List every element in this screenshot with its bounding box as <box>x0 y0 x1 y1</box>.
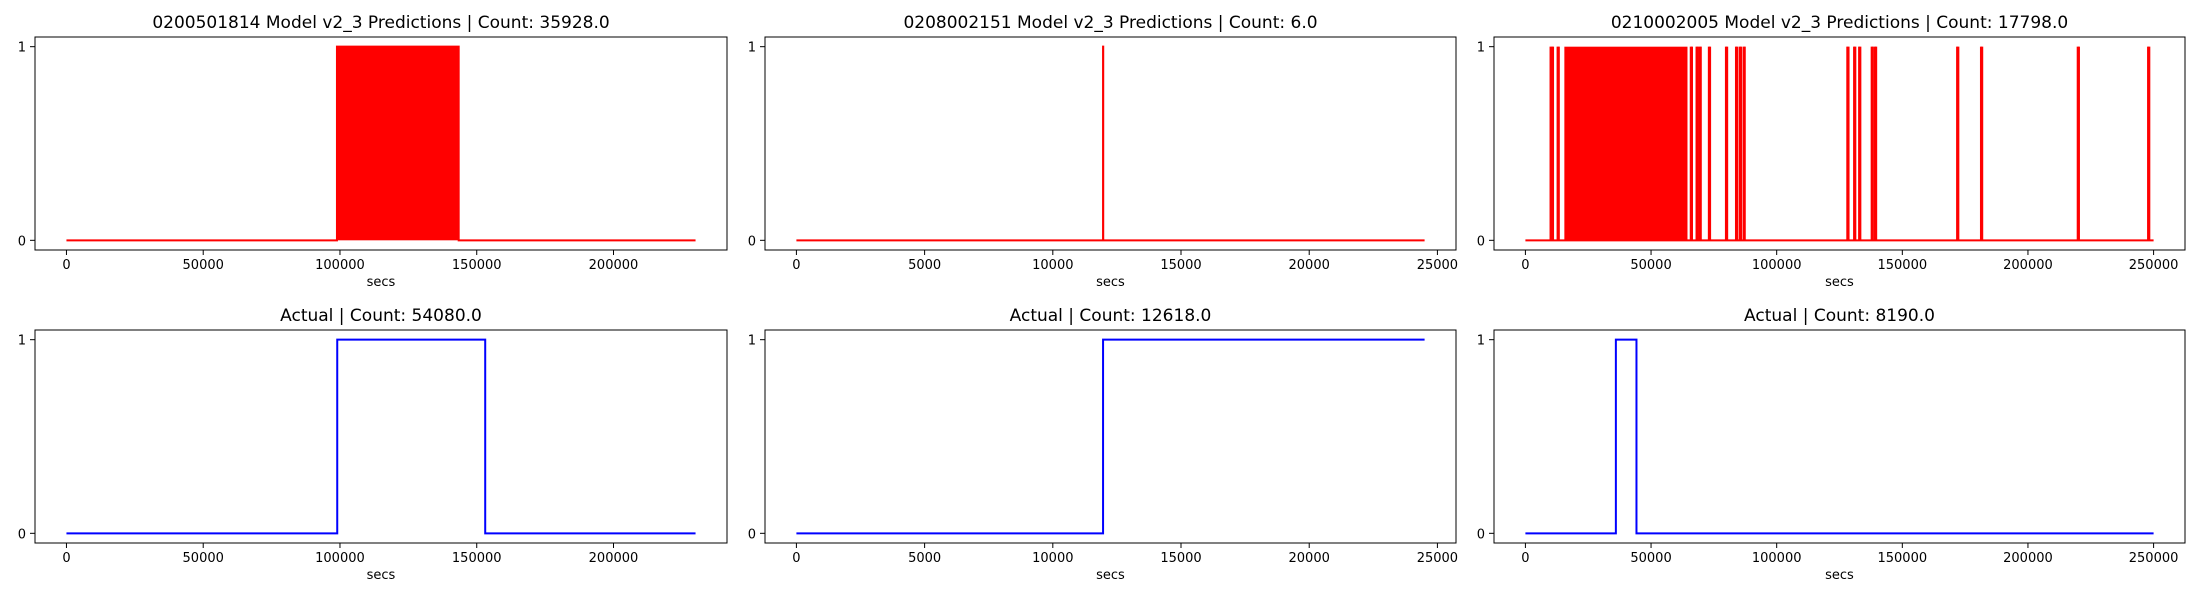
x-tick-label: 25000 <box>1417 551 1458 566</box>
x-tick-label: 100000 <box>1752 258 1802 273</box>
plot-frame <box>34 329 728 544</box>
x-tick-label: 5000 <box>908 258 941 273</box>
data-series <box>1525 338 2154 535</box>
prediction-block <box>1564 46 1688 241</box>
chart-title: Actual | Count: 12618.0 <box>1010 306 1212 326</box>
series-line <box>66 338 696 535</box>
data-series <box>796 45 1425 242</box>
chart-panel-5: Actual | Count: 12618.0 0 5000 10000 15000 20… <box>748 306 1458 583</box>
y-tick-label: 0 <box>748 527 756 542</box>
x-tick-label: 200000 <box>589 258 639 273</box>
x-tick-label: 50000 <box>1630 551 1671 566</box>
data-series <box>66 45 696 242</box>
x-tick-label: 50000 <box>183 551 224 566</box>
chart-panel-6: Actual | Count: 8190.0 0 50000 100000 150000… <box>1477 306 2186 583</box>
x-tick-label: 10000 <box>1032 258 1073 273</box>
chart-panel-4: Actual | Count: 54080.0 0 50000 100000 15000… <box>18 306 728 583</box>
x-tick-label: 20000 <box>1289 258 1330 273</box>
x-tick-label: 15000 <box>1160 551 1201 566</box>
x-tick-label: 15000 <box>1160 258 1201 273</box>
x-tick-label: 100000 <box>315 258 365 273</box>
series-line <box>796 338 1425 535</box>
y-tick-label: 0 <box>748 234 756 249</box>
series-line <box>1525 338 2154 535</box>
x-axis-label: secs <box>367 568 396 583</box>
series-line <box>796 45 1425 242</box>
x-tick-label: 0 <box>1521 551 1529 566</box>
x-tick-label: 20000 <box>1289 551 1330 566</box>
x-tick-label: 0 <box>62 551 70 566</box>
x-tick-label: 150000 <box>452 258 502 273</box>
x-tick-label: 50000 <box>1630 258 1671 273</box>
x-tick-label: 0 <box>792 258 800 273</box>
x-axis-label: secs <box>1825 568 1854 583</box>
chart-panel-2: 0208002151 Model v2_3 Predictions | Coun… <box>748 13 1458 290</box>
x-tick-label: 250000 <box>2129 258 2179 273</box>
y-tick-label: 1 <box>1477 334 1485 349</box>
chart-title: 0210002005 Model v2_3 Predictions | Coun… <box>1611 13 2068 33</box>
y-tick-label: 1 <box>748 41 756 56</box>
data-series <box>1525 46 2154 242</box>
x-tick-label: 0 <box>792 551 800 566</box>
series-line <box>66 45 696 242</box>
plot-frame <box>34 36 728 251</box>
x-tick-label: 150000 <box>1877 551 1927 566</box>
y-tick-label: 1 <box>748 334 756 349</box>
x-tick-label: 150000 <box>1877 258 1927 273</box>
y-tick-label: 0 <box>18 234 26 249</box>
y-tick-label: 0 <box>1477 234 1485 249</box>
chart-panel-3: 0210002005 Model v2_3 Predictions | Coun… <box>1477 13 2186 290</box>
y-tick-label: 1 <box>18 41 26 56</box>
plot-frame <box>764 329 1457 544</box>
data-series <box>66 338 696 535</box>
x-tick-label: 0 <box>62 258 70 273</box>
chart-title: Actual | Count: 54080.0 <box>280 306 482 326</box>
x-tick-label: 250000 <box>2129 551 2179 566</box>
data-series <box>796 338 1425 535</box>
x-tick-label: 0 <box>1521 258 1529 273</box>
chart-title: Actual | Count: 8190.0 <box>1744 306 1935 326</box>
x-tick-label: 100000 <box>1752 551 1802 566</box>
plot-frame <box>1493 36 2186 251</box>
prediction-block <box>336 46 459 241</box>
x-tick-label: 200000 <box>589 551 639 566</box>
x-axis-label: secs <box>1096 275 1125 290</box>
x-tick-label: 10000 <box>1032 551 1073 566</box>
x-tick-label: 25000 <box>1417 258 1458 273</box>
y-tick-label: 1 <box>1477 41 1485 56</box>
chart-title: 0200501814 Model v2_3 Predictions | Coun… <box>152 13 609 33</box>
plot-frame <box>764 36 1457 251</box>
y-tick-label: 0 <box>18 527 26 542</box>
x-tick-label: 200000 <box>2003 258 2053 273</box>
x-axis-label: secs <box>367 275 396 290</box>
x-tick-label: 5000 <box>908 551 941 566</box>
chart-panel-1: 0200501814 Model v2_3 Predictions | Coun… <box>18 13 728 290</box>
x-tick-label: 150000 <box>452 551 502 566</box>
y-tick-label: 1 <box>18 334 26 349</box>
x-tick-label: 50000 <box>183 258 224 273</box>
x-axis-label: secs <box>1825 275 1854 290</box>
plot-frame <box>1493 329 2186 544</box>
x-tick-label: 200000 <box>2003 551 2053 566</box>
chart-title: 0208002151 Model v2_3 Predictions | Coun… <box>903 13 1317 33</box>
x-axis-label: secs <box>1096 568 1125 583</box>
x-tick-label: 100000 <box>315 551 365 566</box>
y-tick-label: 0 <box>1477 527 1485 542</box>
